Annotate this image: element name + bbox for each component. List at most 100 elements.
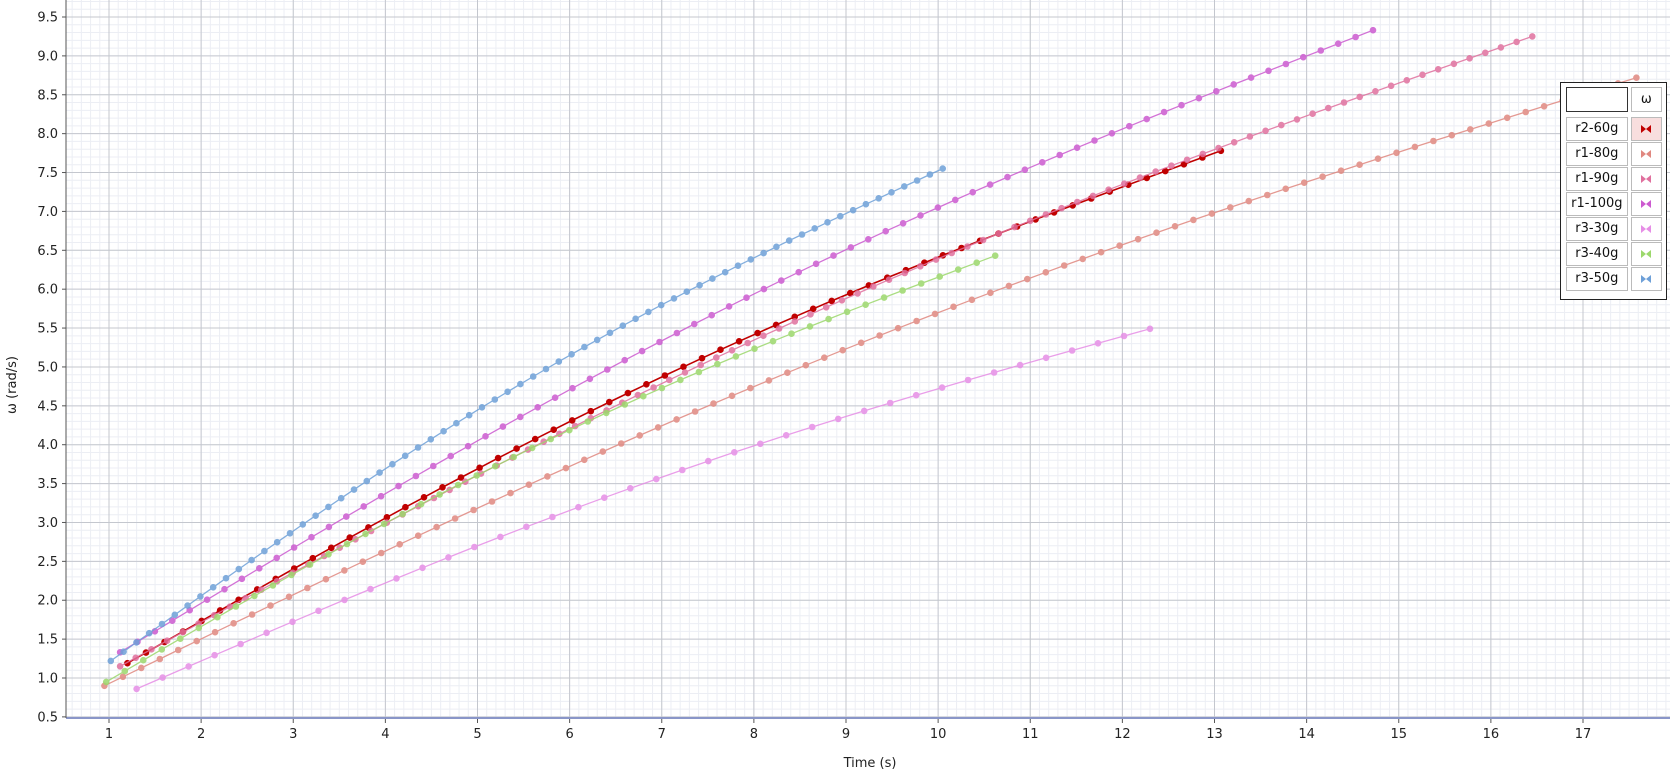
data-point [743,294,750,302]
data-point [728,392,736,400]
data-point [822,303,830,311]
data-point [445,554,452,561]
data-point [754,329,761,337]
data-point [1246,133,1254,140]
data-point [440,427,447,435]
data-point [1153,229,1160,236]
data-point [681,369,689,376]
legend-swatch-icon[interactable] [1630,192,1662,216]
legend-item-r1-80g[interactable]: r1-80g [1566,142,1662,166]
data-point [824,219,831,226]
data-point [1042,211,1050,218]
data-point [1265,67,1272,75]
data-point [587,407,595,415]
data-point [380,520,388,528]
data-point [482,432,489,440]
y-tick-label: 4.0 [37,438,58,453]
data-point [1262,127,1269,135]
data-point [1497,44,1505,51]
data-point [179,628,187,636]
data-point [1369,26,1377,34]
data-point [325,523,333,531]
bowtie-icon [1641,175,1652,183]
data-point [478,403,486,411]
legend-header-blank [1566,87,1628,112]
data-point [912,391,920,399]
data-point [934,204,942,211]
data-point [185,663,192,670]
data-point [1134,235,1142,243]
data-point [439,483,446,491]
data-point [730,448,738,456]
data-point [1089,192,1097,200]
data-point [1467,126,1474,133]
data-point [1387,82,1395,90]
data-point [476,464,483,472]
x-tick-label: 9 [842,727,850,742]
data-point [395,482,402,490]
data-point [760,332,767,340]
legend-swatch-icon[interactable] [1630,267,1662,291]
legend-swatch-icon[interactable] [1630,217,1662,241]
data-point [698,354,706,362]
data-point [363,477,371,485]
data-point [255,564,263,572]
data-point [721,268,729,276]
legend-swatch-icon[interactable] [1630,142,1662,166]
data-point [1529,33,1536,40]
data-point [1171,223,1179,230]
y-tick-label: 0.5 [37,710,58,725]
data-point [1105,186,1112,193]
data-point [1190,216,1197,224]
data-point [806,323,814,330]
data-point [876,332,883,339]
data-point [107,657,115,665]
data-point [1317,47,1325,54]
data-point [447,452,455,460]
data-point [232,603,240,610]
legend[interactable]: ω r2-60g r1-80g r1-90g r1-100g r3-30g r3-40g r… [1560,82,1667,300]
data-point [600,494,608,502]
legend-item-r2-60g[interactable]: r2-60g [1566,117,1662,141]
data-point [1434,66,1442,73]
data-point [116,662,124,670]
data-point [494,454,502,462]
data-point [1143,115,1150,123]
data-point [1522,108,1529,116]
data-point [1227,204,1234,211]
data-point [1042,354,1050,362]
legend-item-r3-40g[interactable]: r3-40g [1566,242,1662,266]
data-point [1513,38,1520,46]
legend-item-r3-30g[interactable]: r3-30g [1566,217,1662,241]
x-tick-label: 16 [1483,727,1500,742]
data-point [828,297,836,305]
data-point [756,440,764,448]
data-point [950,303,957,311]
tick-labels: 1 2 3 4 5 6 7 8 9 10 11 12 13 14 15 16 170.51.01.52.02.5… [37,11,1591,743]
data-point [237,640,244,648]
legend-item-r1-100g[interactable]: r1-100g [1566,192,1662,216]
series-layer[interactable] [101,26,1640,693]
legend-item-r1-90g[interactable]: r1-90g [1566,167,1662,191]
data-point [359,558,367,566]
y-tick-label: 9.5 [37,11,58,26]
legend-swatch-icon[interactable] [1630,167,1662,191]
legend-swatch-icon[interactable] [1630,117,1662,141]
data-point [436,491,443,498]
legend-swatch-icon[interactable] [1630,242,1662,266]
data-point [121,667,129,675]
data-point [171,611,179,619]
data-point [464,442,472,450]
data-point [900,183,908,190]
legend-item-label: r1-80g [1566,142,1628,166]
data-point [885,276,893,284]
x-tick-label: 5 [473,727,481,742]
data-point [575,503,582,511]
data-point [948,249,956,257]
data-point [184,602,191,609]
data-point [1094,339,1102,347]
legend-item-r3-50g[interactable]: r3-50g [1566,267,1662,291]
data-point [830,252,837,259]
data-point [581,343,588,351]
data-point [1540,103,1548,110]
